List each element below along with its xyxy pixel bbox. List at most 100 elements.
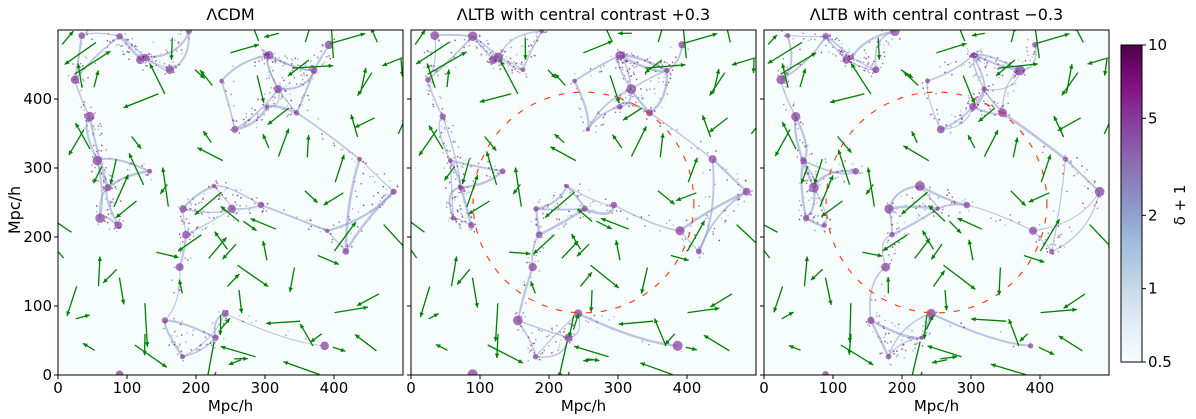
density-speck <box>836 176 839 178</box>
density-speck <box>459 205 461 207</box>
velocity-arrow <box>234 356 248 361</box>
density-speck <box>169 56 171 58</box>
density-speck <box>235 189 238 191</box>
velocity-arrow <box>653 318 667 347</box>
density-speck <box>820 226 822 229</box>
density-speck <box>224 185 227 188</box>
density-speck <box>313 54 315 57</box>
density-speck <box>876 312 878 314</box>
density-speck <box>992 90 994 92</box>
density-speck <box>644 225 646 227</box>
density-speck <box>109 204 112 207</box>
density-speck <box>996 102 999 104</box>
halo <box>936 125 945 134</box>
density-speck <box>558 218 560 221</box>
density-speck <box>821 216 824 219</box>
velocity-arrow <box>773 286 784 313</box>
velocity-arrow <box>466 174 479 208</box>
density-speck <box>977 58 979 60</box>
density-speck <box>283 79 285 81</box>
density-speck <box>881 283 883 286</box>
density-speck <box>274 57 277 59</box>
density-speck <box>801 157 803 159</box>
velocity-arrow <box>577 208 593 222</box>
density-speck <box>100 156 103 159</box>
density-speck <box>180 323 182 326</box>
density-speck <box>557 333 559 335</box>
density-speck <box>266 105 269 108</box>
density-speck <box>799 157 802 159</box>
density-speck <box>462 163 465 165</box>
density-speck <box>580 98 582 100</box>
halo <box>872 66 880 74</box>
density-speck <box>798 209 800 211</box>
density-speck <box>91 38 93 40</box>
filament <box>800 160 808 219</box>
density-speck <box>1021 67 1024 70</box>
density-speck <box>106 46 109 49</box>
density-speck <box>446 162 449 164</box>
density-speck <box>658 77 660 79</box>
density-speck <box>1016 73 1018 76</box>
density-speck <box>628 72 630 74</box>
density-speck <box>781 30 783 32</box>
density-speck <box>178 286 180 288</box>
density-speck <box>192 232 194 234</box>
density-speck <box>463 201 465 203</box>
density-speck <box>255 320 257 322</box>
velocity-arrow <box>283 360 320 375</box>
velocity-arrow <box>568 315 575 338</box>
density-speck <box>1004 224 1006 226</box>
density-speck <box>209 342 212 344</box>
density-speck <box>892 211 895 213</box>
density-speck <box>187 229 190 231</box>
density-speck <box>365 162 367 164</box>
density-speck <box>187 37 190 40</box>
density-speck <box>179 289 181 292</box>
density-speck <box>843 50 846 53</box>
density-speck <box>289 93 291 95</box>
velocity-arrow <box>767 34 778 45</box>
density-speck <box>563 331 565 333</box>
velocity-arrow <box>931 359 948 365</box>
density-speck <box>944 71 946 74</box>
density-speck <box>286 115 288 118</box>
velocity-arrow <box>866 167 875 207</box>
velocity-arrow <box>456 268 471 285</box>
density-speck <box>1033 53 1035 55</box>
density-speck <box>620 106 622 108</box>
density-speck <box>94 217 97 220</box>
density-speck <box>174 64 177 67</box>
density-speck <box>641 340 643 343</box>
density-speck <box>85 120 87 122</box>
density-speck <box>357 226 359 228</box>
density-speck <box>970 65 972 67</box>
density-speck <box>538 227 540 230</box>
density-speck <box>942 208 944 211</box>
panel-title: ΛLTB with central contrast −0.3 <box>810 5 1063 24</box>
density-speck <box>294 57 297 60</box>
density-speck <box>93 144 95 147</box>
halo <box>115 370 124 375</box>
density-speck <box>310 219 312 222</box>
density-speck <box>125 38 128 41</box>
density-speck <box>976 106 978 108</box>
velocity-arrow <box>411 221 425 233</box>
density-speck <box>115 44 118 46</box>
density-speck <box>128 169 131 171</box>
density-speck <box>232 65 234 67</box>
density-speck <box>903 233 905 236</box>
density-speck <box>917 213 920 216</box>
velocity-arrow <box>903 71 919 86</box>
density-speck <box>850 55 852 58</box>
density-speck <box>1060 188 1063 190</box>
density-speck <box>215 180 217 182</box>
filament <box>448 186 462 219</box>
density-speck <box>803 221 806 223</box>
density-speck <box>1018 221 1020 224</box>
density-speck <box>861 172 864 174</box>
density-speck <box>176 335 178 337</box>
density-speck <box>613 315 615 318</box>
density-speck <box>886 202 889 204</box>
density-speck <box>655 71 658 73</box>
